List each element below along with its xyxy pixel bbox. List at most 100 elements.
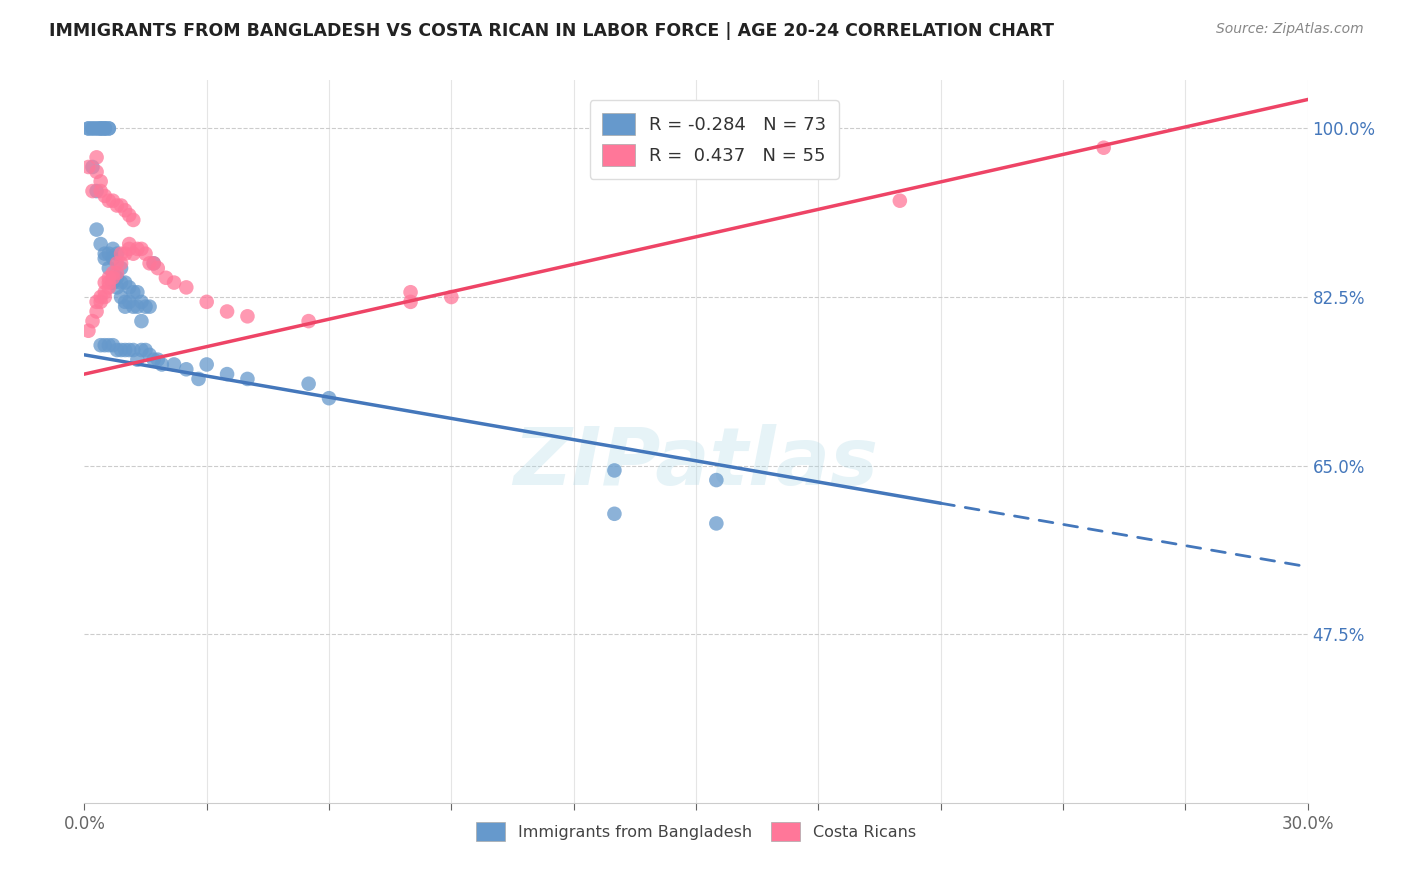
Point — [603, 463, 626, 477]
Point — [122, 285, 145, 300]
Point — [122, 300, 145, 314]
Point — [90, 294, 112, 309]
Point — [127, 352, 149, 367]
Point — [399, 294, 422, 309]
Point — [122, 246, 145, 260]
Point — [127, 300, 149, 314]
Point — [118, 208, 141, 222]
Point — [97, 121, 120, 136]
Point — [187, 372, 209, 386]
Point — [127, 242, 149, 256]
Point — [93, 285, 115, 300]
Point — [77, 121, 100, 136]
Point — [93, 121, 115, 136]
Point — [90, 121, 112, 136]
Point — [114, 343, 136, 357]
Point — [298, 376, 321, 391]
Point — [146, 352, 169, 367]
Point — [889, 194, 911, 208]
Point — [127, 285, 149, 300]
Point — [101, 194, 124, 208]
Point — [236, 310, 259, 324]
Point — [118, 280, 141, 294]
Point — [93, 189, 115, 203]
Point — [82, 184, 104, 198]
Point — [105, 246, 128, 260]
Point — [118, 242, 141, 256]
Point — [142, 352, 165, 367]
Point — [90, 121, 112, 136]
Point — [90, 290, 112, 304]
Point — [440, 290, 463, 304]
Point — [138, 348, 160, 362]
Point — [1092, 141, 1115, 155]
Point — [101, 276, 124, 290]
Point — [118, 294, 141, 309]
Point — [93, 246, 115, 260]
Point — [131, 343, 153, 357]
Point — [110, 276, 132, 290]
Point — [90, 338, 112, 352]
Point — [97, 280, 120, 294]
Point — [110, 246, 132, 260]
Point — [138, 256, 160, 270]
Point — [122, 343, 145, 357]
Point — [118, 237, 141, 252]
Point — [131, 294, 153, 309]
Point — [90, 184, 112, 198]
Point — [131, 314, 153, 328]
Text: ZIPatlas: ZIPatlas — [513, 425, 879, 502]
Point — [110, 256, 132, 270]
Point — [114, 246, 136, 260]
Point — [163, 358, 186, 372]
Point — [110, 198, 132, 212]
Point — [101, 266, 124, 280]
Point — [146, 261, 169, 276]
Point — [82, 121, 104, 136]
Point — [93, 276, 115, 290]
Point — [97, 276, 120, 290]
Point — [93, 252, 115, 266]
Point — [105, 343, 128, 357]
Point — [122, 213, 145, 227]
Point — [142, 256, 165, 270]
Point — [86, 222, 108, 236]
Point — [105, 280, 128, 294]
Point — [706, 516, 728, 531]
Point — [135, 300, 157, 314]
Point — [163, 276, 186, 290]
Point — [86, 121, 108, 136]
Point — [86, 165, 108, 179]
Point — [101, 242, 124, 256]
Text: IMMIGRANTS FROM BANGLADESH VS COSTA RICAN IN LABOR FORCE | AGE 20-24 CORRELATION: IMMIGRANTS FROM BANGLADESH VS COSTA RICA… — [49, 22, 1054, 40]
Point — [97, 338, 120, 352]
Point — [86, 184, 108, 198]
Point — [97, 270, 120, 285]
Point — [195, 294, 218, 309]
Point — [217, 304, 239, 318]
Point — [101, 252, 124, 266]
Point — [105, 256, 128, 270]
Point — [77, 160, 100, 174]
Point — [706, 473, 728, 487]
Point — [93, 121, 115, 136]
Point — [110, 261, 132, 276]
Point — [114, 294, 136, 309]
Point — [86, 121, 108, 136]
Point — [318, 391, 340, 405]
Point — [217, 367, 239, 381]
Point — [90, 174, 112, 188]
Point — [86, 150, 108, 164]
Point — [142, 256, 165, 270]
Point — [93, 290, 115, 304]
Point — [155, 270, 177, 285]
Point — [195, 358, 218, 372]
Point — [236, 372, 259, 386]
Point — [105, 198, 128, 212]
Point — [105, 266, 128, 280]
Legend: Immigrants from Bangladesh, Costa Ricans: Immigrants from Bangladesh, Costa Ricans — [468, 814, 924, 849]
Point — [82, 314, 104, 328]
Point — [114, 276, 136, 290]
Point — [114, 203, 136, 218]
Point — [97, 194, 120, 208]
